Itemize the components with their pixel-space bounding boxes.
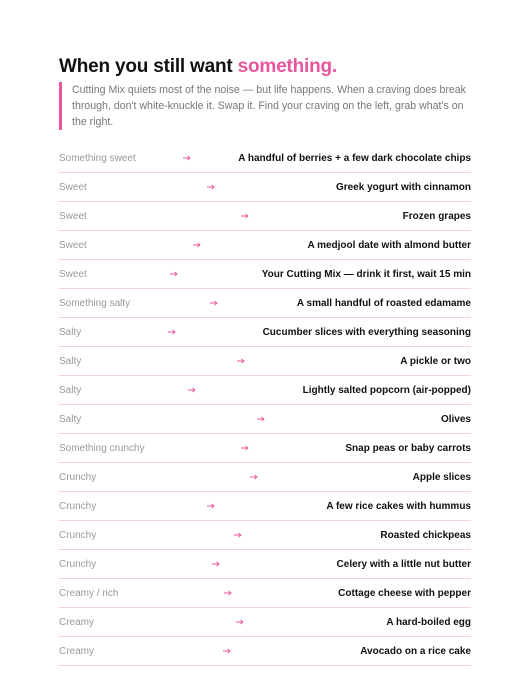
swap-row: Crunchy A few rice cakes with hummus [59, 492, 471, 521]
swap: Frozen grapes [402, 210, 471, 222]
swap: Apple slices [412, 471, 471, 483]
arrow-icon [224, 590, 232, 596]
arrow-icon [241, 445, 249, 451]
swap: Olives [440, 413, 471, 425]
swap-row: Something crunchy Snap peas or baby carro… [59, 434, 471, 463]
swap: Celery with a little nut butter [336, 558, 471, 570]
craving: Something sweet [59, 152, 136, 164]
swap-row: Sweet Frozen grapes [59, 202, 471, 231]
swap: A small handful of roasted edamame [296, 297, 471, 309]
craving: Salty [59, 326, 82, 338]
swap-row: Something sweet A handful of berries + a … [59, 144, 471, 173]
swap-row: Salty Olives [59, 405, 471, 434]
craving: Sweet [59, 181, 87, 193]
arrow-icon [187, 387, 196, 393]
swap: A pickle or two [400, 355, 471, 367]
swap-row: Crunchy Apple slices [59, 463, 471, 492]
arrow-icon [236, 619, 244, 625]
craving: Sweet [59, 239, 87, 251]
swap: Cucumber slices with everything seasonin… [262, 326, 471, 338]
craving: Salty [59, 413, 82, 425]
title: When you still want something. [59, 56, 337, 78]
arrow-icon [223, 648, 231, 654]
swap-table: Something sweet A handful of berries + a … [59, 144, 471, 666]
arrow-icon [209, 300, 218, 306]
arrow-icon [212, 561, 221, 567]
arrow-icon [250, 474, 259, 480]
swap-row: Creamy / rich Cottage cheese with pepper [59, 579, 471, 608]
swap: A hard-boiled egg [386, 616, 471, 628]
swap-row: Sweet A medjool date with almond butter [59, 231, 471, 260]
arrow-icon [234, 532, 242, 538]
swap-row: Something salty A small handful of roaste… [59, 289, 471, 318]
craving: Salty [59, 384, 82, 396]
craving: Salty [59, 355, 82, 367]
swap-row: Salty A pickle or two [59, 347, 471, 376]
craving: Sweet [59, 210, 87, 222]
title-text: When you still want [59, 56, 233, 77]
arrow-icon [240, 213, 249, 219]
arrow-icon [257, 416, 265, 422]
craving: Something salty [59, 297, 131, 309]
craving: Creamy / rich [59, 587, 119, 599]
swap: A handful of berries + a few dark chocol… [238, 152, 471, 164]
craving: Creamy [59, 616, 95, 628]
swap-row: Sweet Greek yogurt with cinnamon [59, 173, 471, 202]
swap: Avocado on a rice cake [360, 645, 471, 657]
arrow-icon [182, 155, 191, 161]
craving: Something crunchy [59, 442, 145, 454]
swap-row: Creamy Avocado on a rice cake [59, 637, 471, 666]
swap: Greek yogurt with cinnamon [335, 181, 471, 193]
craving: Sweet [59, 268, 87, 280]
swap: Lightly salted popcorn (air-popped) [302, 384, 471, 396]
arrow-icon [207, 184, 216, 190]
swap: Your Cutting Mix — drink it first, wait … [261, 268, 471, 280]
intro: Cutting Mix quiets most of the noise — b… [59, 82, 474, 130]
arrow-icon [207, 503, 215, 509]
craving: Crunchy [59, 471, 97, 483]
craving: Crunchy [59, 529, 97, 541]
arrow-icon [167, 329, 176, 335]
arrow-icon [170, 271, 178, 277]
title-highlight: something. [237, 56, 338, 77]
swap: A few rice cakes with hummus [326, 500, 471, 512]
craving: Crunchy [59, 558, 97, 570]
craving: Crunchy [59, 500, 97, 512]
swap: A medjool date with almond butter [307, 239, 471, 251]
swap: Roasted chickpeas [380, 529, 471, 541]
swap-row: Creamy A hard-boiled egg [59, 608, 471, 637]
swap-row: Salty Lightly salted popcorn (air-popped) [59, 376, 471, 405]
swap: Cottage cheese with pepper [338, 587, 471, 599]
swap: Snap peas or baby carrots [345, 442, 471, 454]
swap-row: Crunchy Roasted chickpeas [59, 521, 471, 550]
craving: Creamy [59, 645, 95, 657]
swap-row: Crunchy Celery with a little nut butter [59, 550, 471, 579]
arrow-icon [193, 242, 201, 248]
swap-row: Salty Cucumber slices with everything sea… [59, 318, 471, 347]
swap-row: Sweet Your Cutting Mix — drink it first, … [59, 260, 471, 289]
arrow-icon [236, 358, 245, 364]
